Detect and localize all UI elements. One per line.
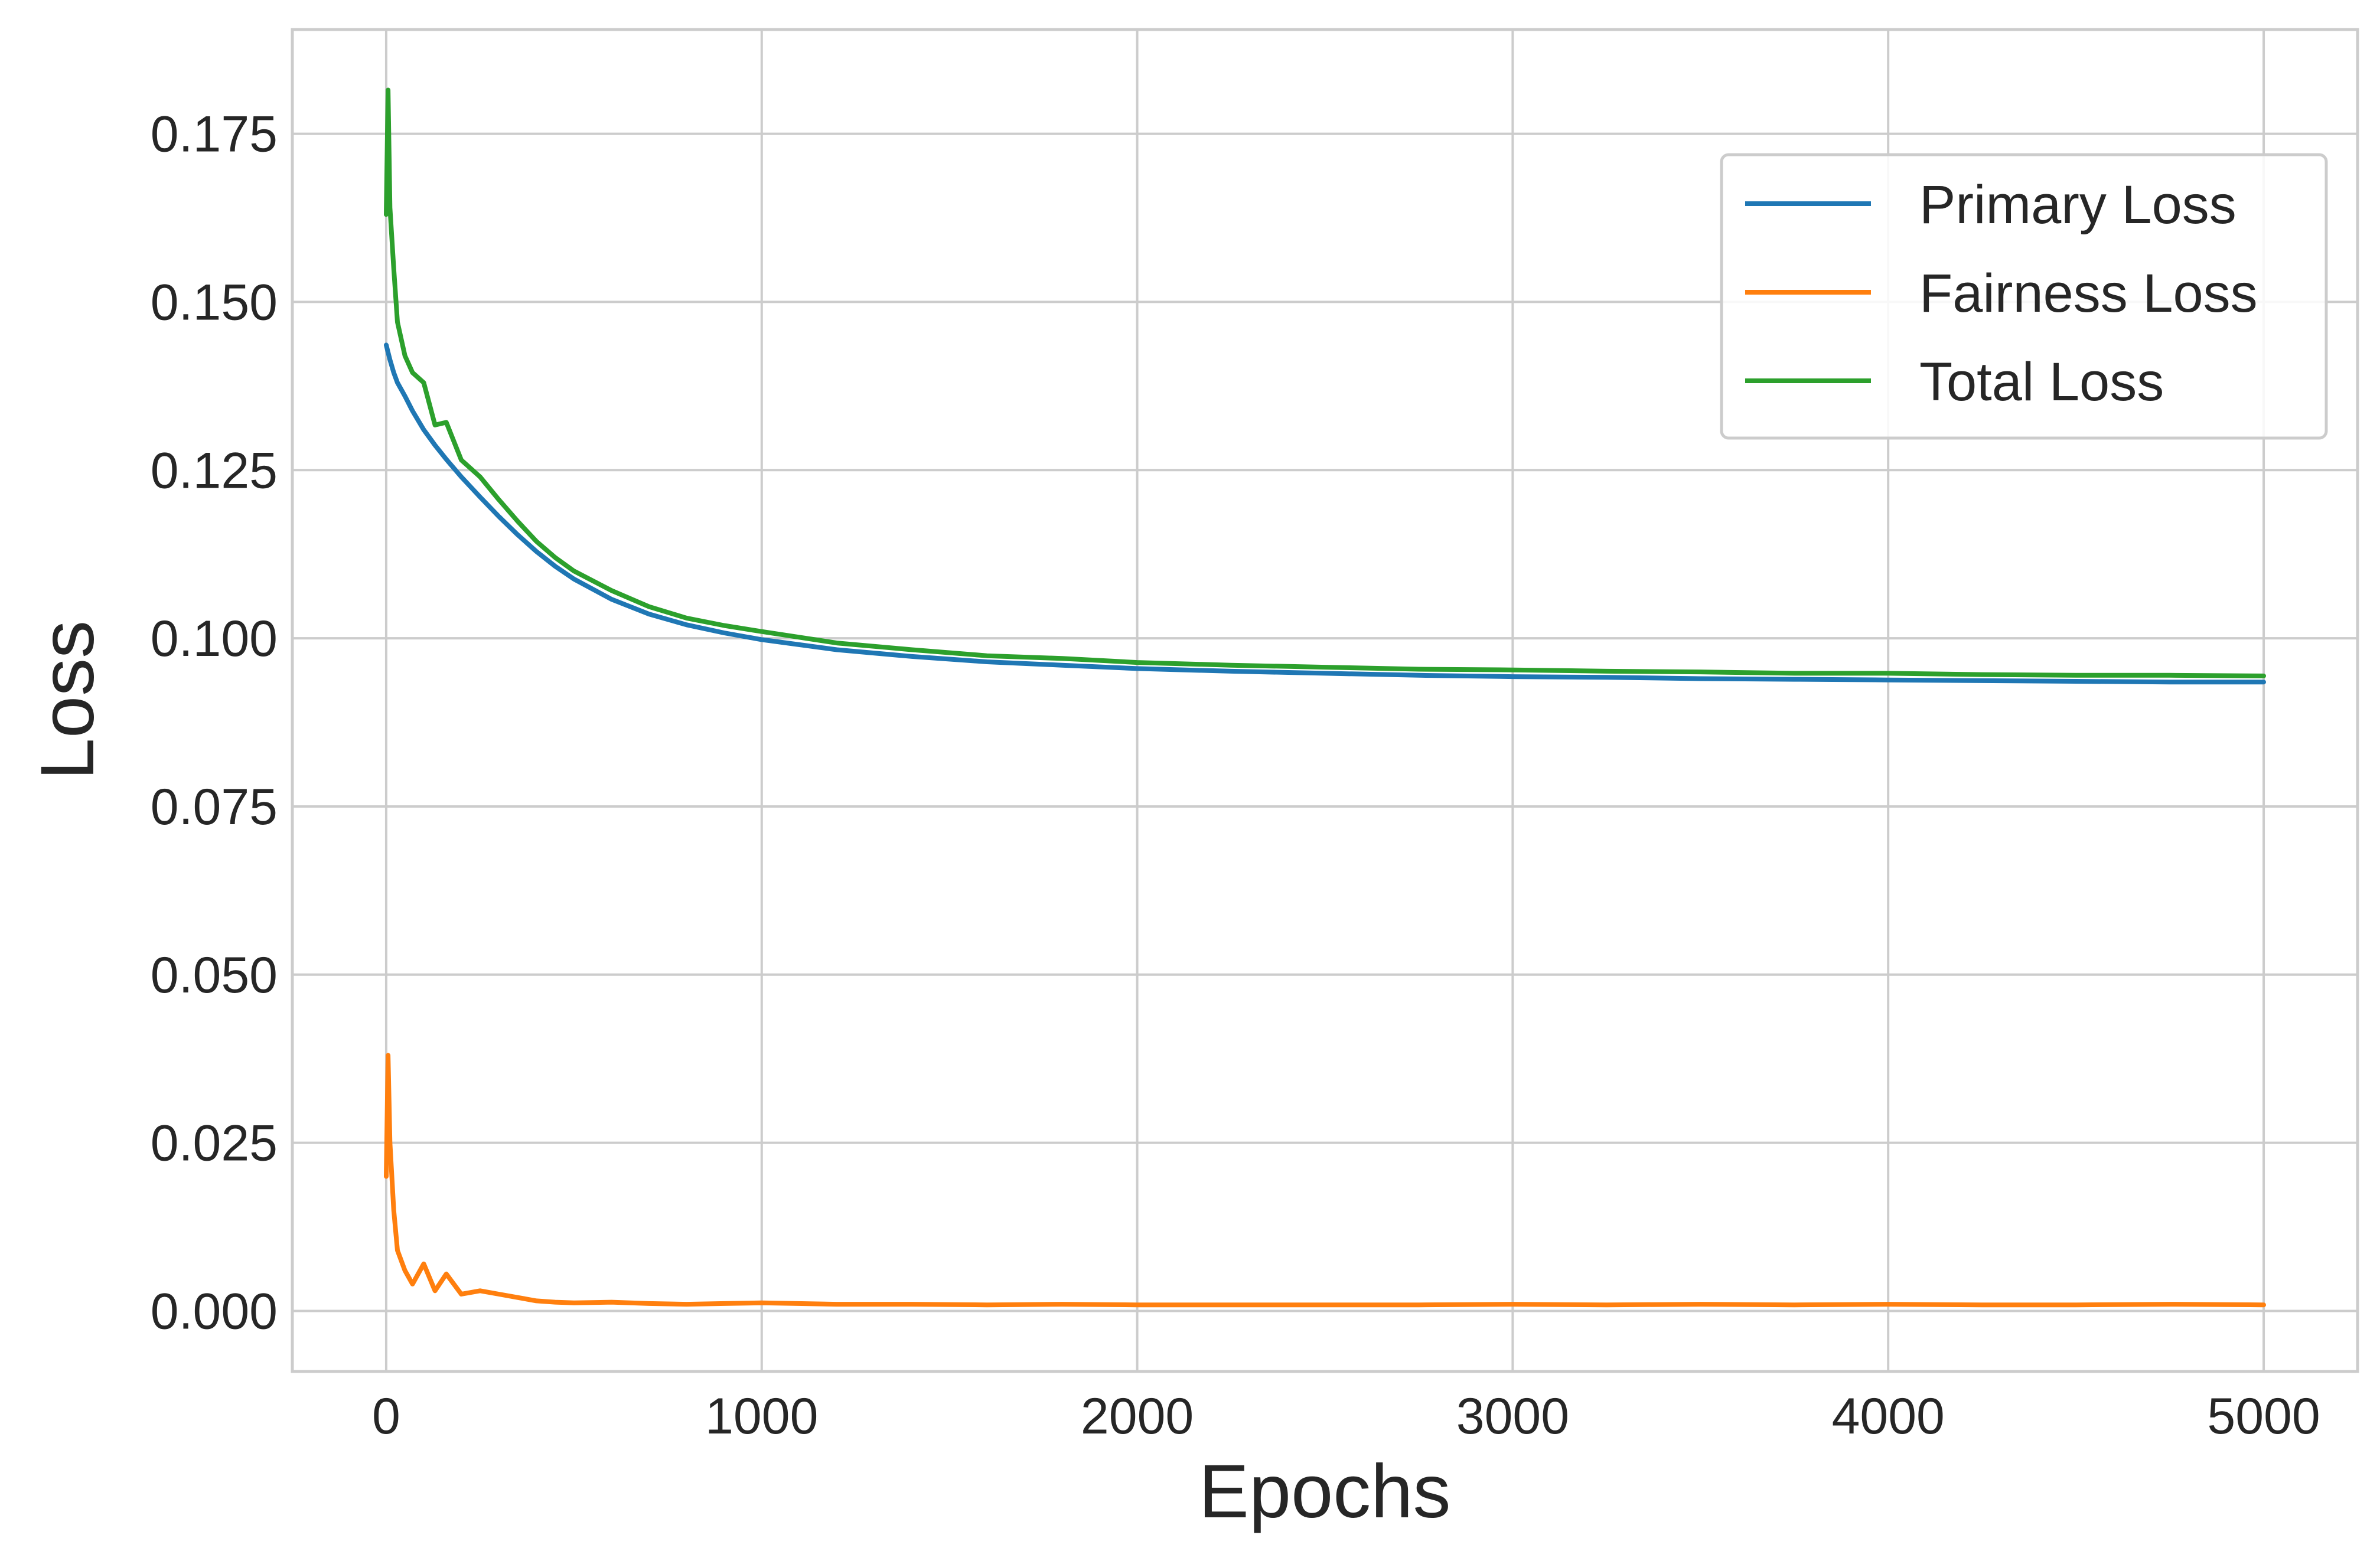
y-tick-label: 0.125 [151,442,278,499]
legend: Primary Loss Fairness Loss Total Loss [1720,153,2328,440]
y-tick-label: 0.050 [151,947,278,1004]
plot-frame [291,28,2359,1373]
legend-label-primary: Primary Loss [1919,175,2236,235]
tick-labels: 0 1000 2000 3000 4000 5000 0.000 0.025 0.050 0.07… [151,106,2320,1445]
y-tick-label: 0.075 [151,779,278,835]
legend-label-fairness: Fairness Loss [1919,263,2258,324]
total-loss-line [384,87,2266,678]
legend-box [1720,153,2328,440]
y-tick-label: 0.150 [151,274,278,331]
fairness-loss-line [384,1053,2266,1308]
primary-loss-line [384,342,2266,685]
x-tick-label: 4000 [1832,1388,1945,1445]
y-tick-label: 0.025 [151,1115,278,1172]
y-tick-label: 0.100 [151,610,278,667]
y-tick-label: 0.175 [151,106,278,163]
grid-lines [292,30,2358,1371]
legend-label-total: Total Loss [1919,352,2164,412]
y-axis-title: Loss [25,621,110,780]
y-tick-label: 0.000 [151,1283,278,1340]
x-tick-label: 3000 [1456,1388,1569,1445]
x-tick-label: 1000 [705,1388,818,1445]
series-lines [384,87,2266,1308]
x-tick-label: 5000 [2207,1388,2320,1445]
x-tick-label: 0 [372,1388,400,1445]
x-tick-label: 2000 [1081,1388,1194,1445]
x-axis-title: Epochs [1199,1449,1451,1534]
